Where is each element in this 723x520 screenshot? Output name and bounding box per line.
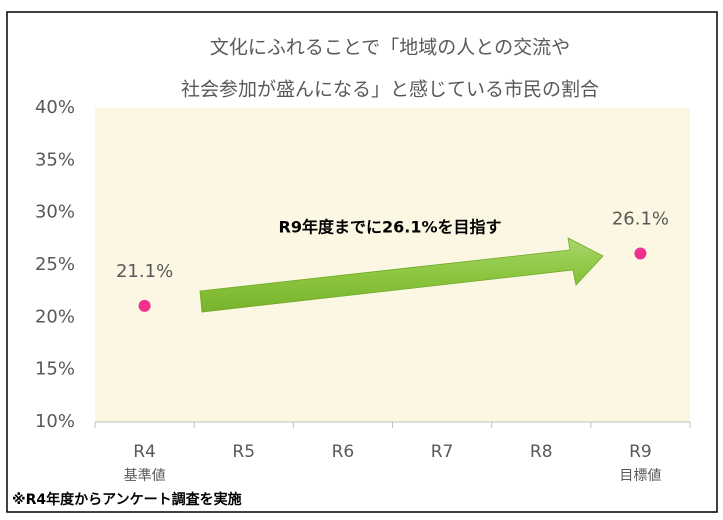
x-sub-label: 目標値: [619, 468, 661, 484]
y-tick-label: 35%: [35, 149, 75, 170]
x-tick-label: R4: [133, 442, 156, 462]
chart-title: 社会参加が盛んになる」と感じている市民の割合: [181, 79, 599, 101]
point: [634, 247, 647, 260]
footnote: ※R4年度からアンケート調査を実施: [12, 491, 242, 508]
y-tick-label: 30%: [35, 202, 75, 223]
x-tick-label: R9: [629, 442, 652, 462]
x-tick-label: R7: [431, 442, 454, 462]
y-tick-label: 10%: [35, 411, 75, 432]
x-tick-label: R6: [332, 442, 355, 462]
arrow: [199, 237, 604, 313]
chart-title: 文化にふれることで「地域の人との交流や: [210, 37, 570, 59]
plot-area: [95, 108, 690, 422]
y-tick-label: 25%: [35, 254, 75, 275]
data-label: 26.1%: [612, 208, 669, 229]
data-label: 21.1%: [116, 261, 173, 282]
y-tick-label: 40%: [35, 97, 75, 118]
x-tick-label: R5: [232, 442, 255, 462]
y-tick-label: 15%: [35, 359, 75, 380]
annotation: R9年度までに26.1%を目指す: [279, 218, 502, 237]
y-tick-label: 20%: [35, 306, 75, 327]
x-sub-label: 基準値: [124, 467, 166, 484]
x-tick-label: R8: [530, 442, 553, 462]
point: [138, 299, 151, 312]
